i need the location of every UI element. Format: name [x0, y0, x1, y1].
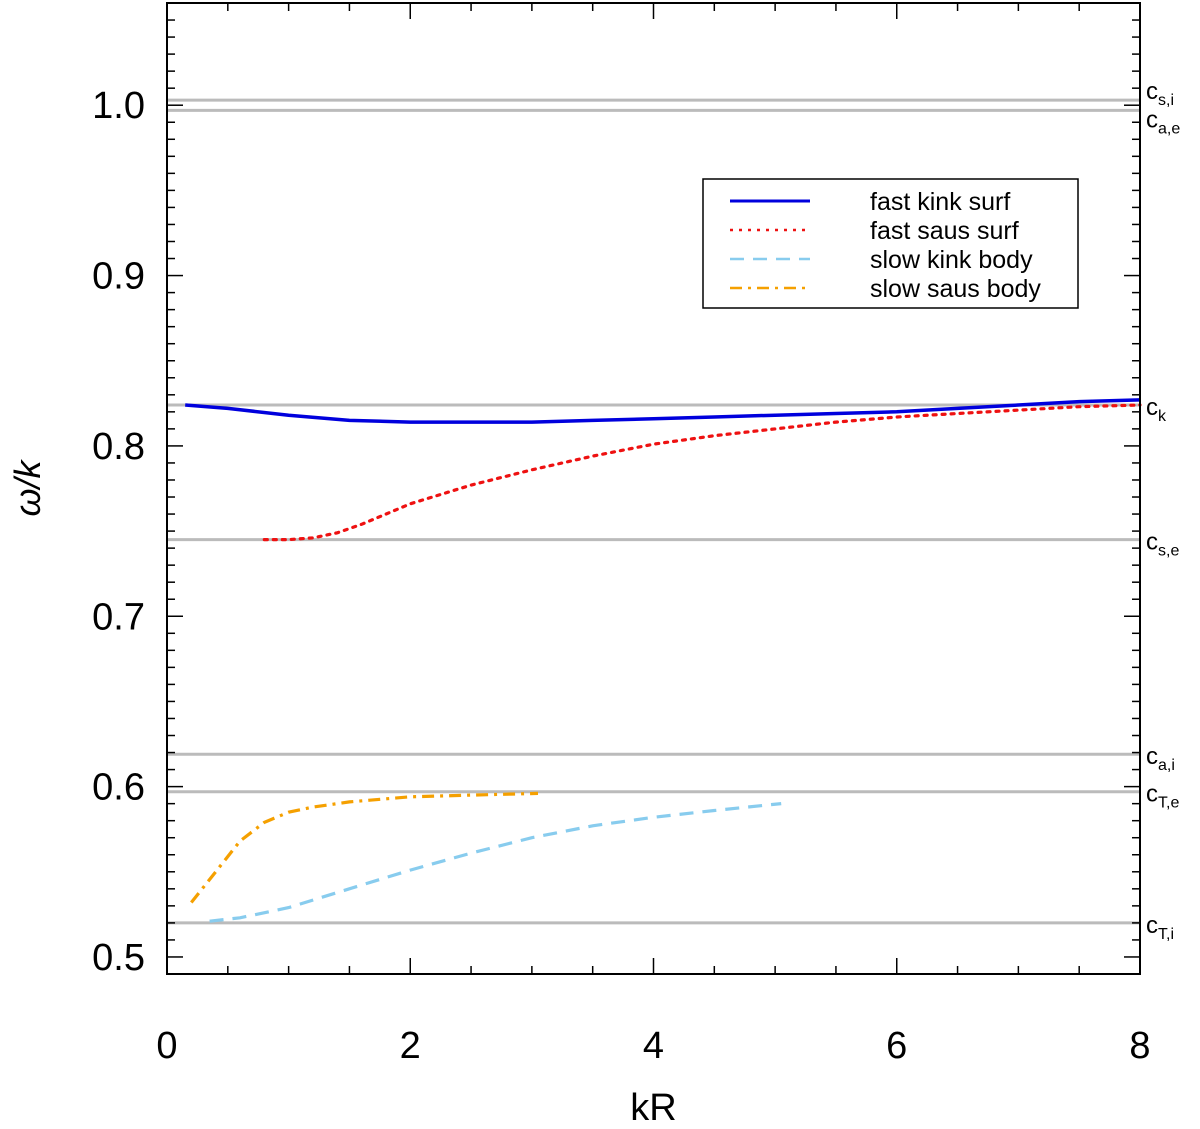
axis-ticks [166, 3, 1141, 975]
reference-labels: cs,ica,e ck cs,e ca,i cT,e cT,i [1146, 78, 1180, 943]
legend-label: fast kink surf [870, 188, 1010, 216]
x-tick-label: 8 [1129, 1025, 1150, 1067]
legend-label: fast saus surf [870, 217, 1019, 245]
series-line-fast-kink-surf [185, 398, 1141, 424]
series-layer [185, 398, 1142, 923]
x-tick-label: 0 [156, 1025, 177, 1067]
reference-label-ca_e: ca,e [1146, 106, 1180, 137]
reference-label-cT_i: cT,i [1146, 912, 1174, 943]
series-line-fast-saus-surf [262, 403, 1142, 542]
x-axis-label: kR [630, 1087, 676, 1129]
reference-label-ck: ck [1146, 394, 1167, 425]
y-tick-label: 1.0 [92, 85, 145, 127]
y-axis-label: ω/k [7, 458, 48, 516]
reference-label-cs_e: cs,e [1146, 529, 1179, 560]
plot-frame [166, 2, 1141, 975]
series-line-slow-kink-body [209, 802, 782, 923]
reference-label-cs_i: cs,i [1146, 78, 1174, 109]
y-tick-label: 0.7 [92, 596, 145, 638]
x-tick-label: 4 [643, 1025, 664, 1067]
y-tick-label: 0.8 [92, 426, 145, 468]
legend-label: slow kink body [870, 246, 1033, 274]
y-tick-label: 0.9 [92, 256, 145, 298]
reference-label-ca_i: ca,i [1146, 743, 1175, 774]
legend-label: slow saus body [870, 275, 1041, 303]
y-tick-label: 0.5 [92, 937, 145, 979]
reference-label-cT_e: cT,e [1146, 781, 1179, 812]
tick-labels: 0 2 4 6 8 0.5 0.6 0.7 0.8 0.9 1.0 [92, 85, 1150, 1067]
x-tick-label: 2 [400, 1025, 421, 1067]
x-tick-label: 6 [886, 1025, 907, 1067]
y-tick-label: 0.6 [92, 767, 145, 809]
series-line-slow-saus-body [190, 791, 539, 904]
reference-lines [167, 98, 1140, 925]
